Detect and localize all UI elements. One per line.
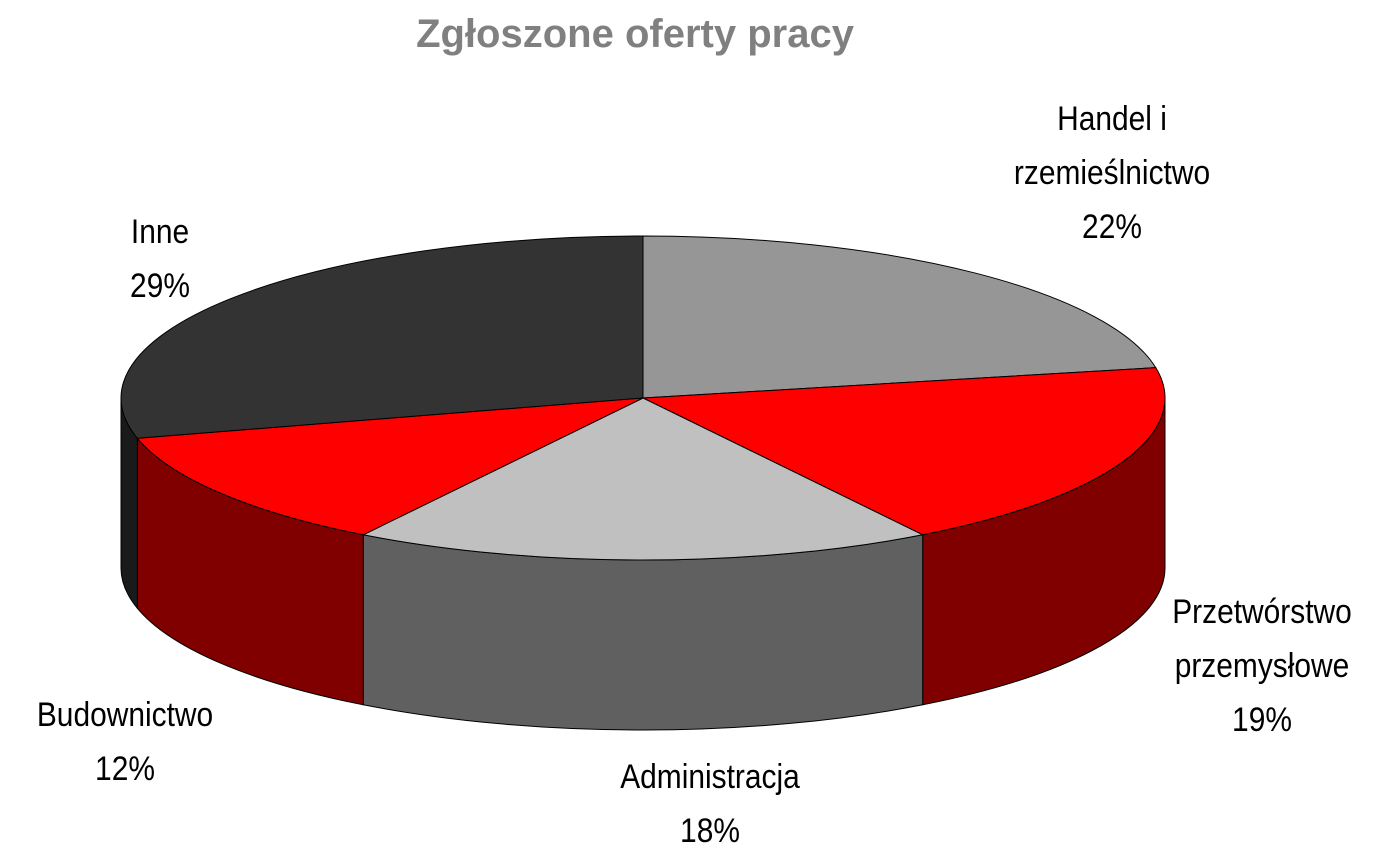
category-label: Budownictwo — [36, 696, 214, 734]
value-label: 19% — [1232, 701, 1292, 739]
category-label: Inne — [130, 213, 190, 251]
pie-slice — [120, 235, 644, 439]
category-label: Handel i rzemieślnictwo — [1013, 100, 1211, 192]
pie-slice — [641, 367, 1166, 536]
data-label: Administracja 18% — [578, 750, 842, 858]
pie-side — [362, 534, 924, 731]
pie-slice — [361, 397, 925, 561]
value-label: 12% — [95, 750, 155, 788]
data-label: Budownictwo 12% — [15, 688, 235, 796]
category-label: Przetwórstwo przemysłowe — [1172, 593, 1352, 685]
value-label: 18% — [680, 812, 740, 850]
category-label: Administracja — [620, 758, 800, 796]
value-label: 29% — [130, 267, 190, 305]
data-label: Inne 29% — [72, 205, 248, 313]
value-label: 22% — [1082, 208, 1142, 246]
pie-slice — [136, 397, 644, 536]
data-label: Handel i rzemieślnictwo 22% — [998, 92, 1227, 254]
chart-title: Zgłoszone oferty pracy — [416, 12, 854, 56]
data-label: Przetwórstwo przemysłowe 19% — [1156, 585, 1367, 747]
pie-slice — [642, 235, 1157, 399]
